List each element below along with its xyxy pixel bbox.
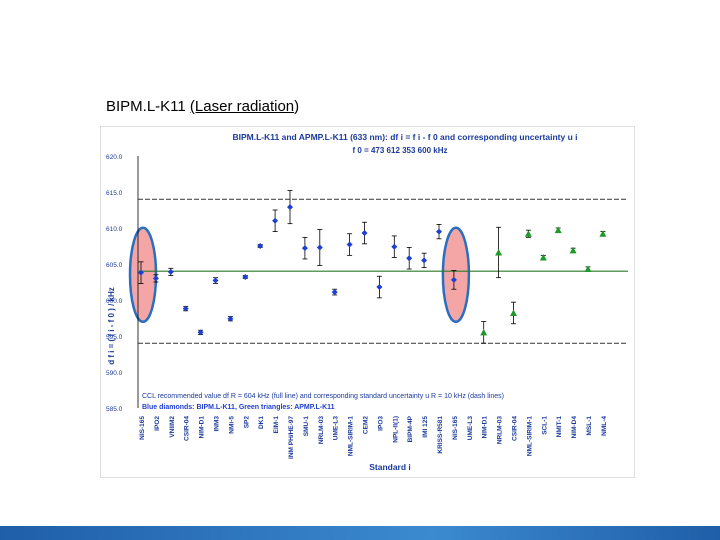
x-tick-label: CSIR-04 [512, 416, 519, 441]
x-tick-label: INM PH/HE-97 [288, 416, 295, 459]
bipm-point-diamond [167, 268, 174, 275]
apmp-point-triangle [495, 248, 503, 256]
x-tick-label: IMI 125 [422, 416, 429, 438]
x-tick-label: NIS-165 [452, 416, 459, 440]
bipm-point-diamond [376, 284, 383, 291]
bipm-point-diamond [272, 217, 279, 224]
y-tick-label: 620.0 [106, 154, 123, 161]
bipm-point-diamond [331, 289, 338, 296]
bipm-point-diamond [421, 257, 428, 264]
x-tick-label: SP2 [243, 416, 250, 429]
x-tick-label: BIPM-4P [407, 415, 414, 442]
y-tick-label: 595.0 [106, 334, 123, 341]
bipm-point-diamond [436, 228, 442, 235]
x-tick-label: NRLM-03 [497, 416, 504, 445]
title-main: BIPM.L-K11 [106, 98, 190, 115]
bipm-point-diamond [257, 243, 264, 249]
bipm-point-diamond [361, 230, 368, 237]
x-tick-label: EIM-1 [273, 416, 280, 434]
data-points [138, 190, 607, 344]
slide-footer-bar [0, 526, 720, 540]
x-tick-label: CEM2 [363, 416, 370, 434]
bipm-point-diamond [450, 276, 457, 283]
x-tick-label: SCL-1 [541, 416, 548, 435]
x-tick-label: UME-L3 [467, 416, 474, 441]
x-tick-label: NIM-D1 [482, 416, 489, 439]
apmp-point-triangle [539, 254, 547, 261]
apmp-point-triangle [599, 230, 607, 237]
apmp-point-triangle [554, 226, 562, 234]
bipm-point-diamond [212, 277, 219, 284]
x-tick-labels: NIS-165 IPO2 VNIIM2 CSIR-04 NIM-D1 INM3 NMi-5 S… [139, 415, 608, 459]
bipm-point-diamond [391, 243, 398, 250]
x-tick-label: CSIR-04 [184, 416, 191, 441]
x-tick-label: NML-4 [601, 416, 608, 436]
y-tick-label: 605.0 [106, 262, 123, 269]
bipm-point-diamond [301, 245, 308, 252]
apmp-point-triangle [569, 246, 577, 254]
x-tick-label: NIM-D4 [571, 416, 578, 439]
bipm-point-diamond [182, 305, 189, 312]
x-tick-label: DK1 [258, 416, 265, 429]
apmp-point-triangle [510, 309, 517, 316]
title-sub: (Laser radiation [189, 98, 295, 115]
x-tick-label: IPO2 [154, 416, 161, 431]
slide-title: BIPM.L-K11 (Laser radiation) [106, 98, 299, 115]
title-end: ) [294, 98, 300, 115]
x-tick-label: VNIIM2 [169, 416, 176, 438]
apmp-point-triangle [524, 230, 532, 237]
bipm-point-diamond [227, 315, 234, 322]
bipm-point-diamond [138, 269, 144, 276]
bipm-point-diamond [242, 273, 249, 280]
x-tick-label: NIS-165 [139, 416, 146, 440]
apmp-point-triangle [480, 328, 488, 336]
chart-frame [100, 126, 635, 478]
x-tick-label: NPL-II(1) [392, 416, 399, 443]
bipm-point-diamond [316, 244, 323, 251]
x-tick-label: NMi-5 [228, 416, 235, 434]
apmp-point-triangle [584, 265, 592, 273]
x-tick-label: NML-SIRIM-1 [526, 416, 533, 456]
y-tick-label: 590.0 [106, 370, 123, 377]
highlight-ellipse-2 [441, 226, 471, 324]
legend-line-1: CCL recommended value df R = 604 kHz (fu… [142, 393, 504, 400]
x-tick-label: UME-L3 [333, 416, 340, 441]
bipm-point-diamond [152, 275, 159, 282]
y-tick-label: 610.0 [106, 226, 123, 233]
y-axis-label: d f i = ( f i - f 0 ) / kHz [107, 287, 116, 365]
y-tick-label: 615.0 [106, 190, 123, 197]
highlight-ellipse-1 [128, 226, 158, 324]
uncertainty-chart: BIPM.L-K11 and APMP.L-K11 (633 nm): df i… [100, 126, 635, 478]
y-tick-label: 600.0 [106, 298, 123, 305]
chart-title-line-2: f 0 = 473 612 353 600 kHz [353, 146, 448, 155]
bipm-point-diamond [197, 329, 204, 336]
chart-title-line-1: BIPM.L-K11 and APMP.L-K11 (633 nm): df i… [232, 132, 577, 142]
x-tick-label: NMIT-1 [556, 416, 563, 438]
x-axis-label: Standard i [369, 462, 411, 472]
x-tick-label: MSL-1 [586, 416, 593, 436]
bipm-point-diamond [346, 241, 353, 248]
x-tick-label: IPO3 [377, 416, 384, 431]
x-tick-label: SMU-1 [303, 416, 310, 437]
x-tick-label: NML-SIRIM-1 [348, 416, 355, 456]
x-tick-label: INM3 [214, 416, 221, 432]
reference-lines [138, 198, 628, 344]
legend-line-2: Blue diamonds: BIPM.L-K11, Green triangl… [142, 404, 335, 411]
y-tick-label: 585.0 [106, 406, 123, 413]
x-tick-label: KRISS-R581 [437, 416, 444, 454]
y-tick-labels: 620.0 615.0 610.0 605.0 600.0 595.0 590.0 585.0 [106, 154, 123, 413]
x-tick-label: NIM-D1 [199, 416, 206, 439]
x-tick-label: NRLM-03 [318, 416, 325, 445]
bipm-point-diamond [287, 204, 293, 211]
